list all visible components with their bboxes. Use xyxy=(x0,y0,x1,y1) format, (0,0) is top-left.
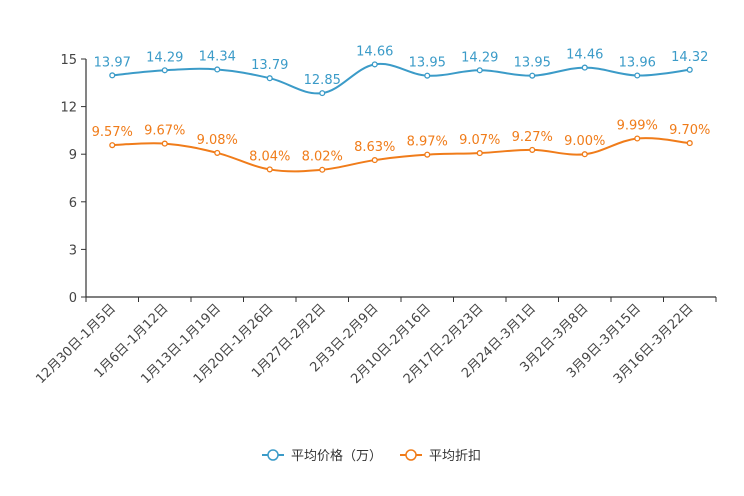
y-tick-label: 12 xyxy=(60,101,77,116)
series-line-0 xyxy=(112,62,690,95)
legend-item-0[interactable]: 平均价格（万） xyxy=(262,448,382,464)
data-point[interactable] xyxy=(634,135,641,142)
data-point[interactable] xyxy=(686,66,693,73)
data-point[interactable] xyxy=(109,142,116,149)
data-point[interactable] xyxy=(424,72,431,79)
data-point[interactable] xyxy=(476,150,483,157)
data-label: 9.07% xyxy=(459,133,500,148)
series-lines xyxy=(112,62,690,173)
y-tick-label: 15 xyxy=(60,53,77,68)
data-label: 14.66 xyxy=(356,44,393,59)
series-line-1 xyxy=(112,137,690,173)
data-point[interactable] xyxy=(371,61,378,68)
y-tick-label: 9 xyxy=(69,148,77,163)
data-point[interactable] xyxy=(581,151,588,158)
data-point[interactable] xyxy=(529,146,536,153)
data-label: 9.27% xyxy=(512,130,553,145)
data-label: 12.85 xyxy=(304,73,341,88)
data-point[interactable] xyxy=(476,67,483,74)
data-label: 9.57% xyxy=(92,125,133,140)
legend-item-1[interactable]: 平均折扣 xyxy=(400,449,481,464)
data-point[interactable] xyxy=(266,75,273,82)
data-label: 13.95 xyxy=(514,56,551,71)
data-point[interactable] xyxy=(266,166,273,173)
data-label: 13.96 xyxy=(619,56,656,71)
data-point[interactable] xyxy=(161,67,168,74)
data-point[interactable] xyxy=(581,64,588,71)
legend-swatch-marker xyxy=(405,449,417,461)
data-label: 9.99% xyxy=(617,118,658,133)
data-point[interactable] xyxy=(634,72,641,79)
data-label: 14.29 xyxy=(146,50,183,65)
data-label: 14.29 xyxy=(461,50,498,65)
data-label: 9.08% xyxy=(197,133,238,148)
data-point[interactable] xyxy=(529,72,536,79)
data-label: 14.32 xyxy=(671,50,708,65)
data-label: 8.63% xyxy=(354,140,395,155)
y-tick-label: 3 xyxy=(69,243,77,258)
data-label: 14.34 xyxy=(199,49,236,64)
data-label: 9.70% xyxy=(669,123,710,138)
data-label: 9.67% xyxy=(144,124,185,139)
data-labels: 13.97 14.29 14.34 13.79 12.85 14.66 13.95 14.29… xyxy=(92,44,711,164)
data-label: 13.97 xyxy=(94,55,131,70)
data-point[interactable] xyxy=(686,140,693,147)
data-label: 14.46 xyxy=(566,48,603,63)
data-label: 8.97% xyxy=(407,135,448,150)
data-point[interactable] xyxy=(424,151,431,158)
data-point[interactable] xyxy=(214,149,221,156)
series-points xyxy=(109,61,693,173)
data-point[interactable] xyxy=(161,140,168,147)
data-point[interactable] xyxy=(319,166,326,173)
y-tick-label: 0 xyxy=(69,291,77,306)
y-tick-label: 6 xyxy=(69,196,77,211)
data-label: 8.04% xyxy=(249,149,290,164)
data-point[interactable] xyxy=(214,66,221,73)
data-label: 13.95 xyxy=(409,56,446,71)
legend[interactable]: 平均价格（万） 平均折扣 xyxy=(262,448,481,464)
legend-label: 平均价格（万） xyxy=(291,448,382,464)
data-point[interactable] xyxy=(109,72,116,79)
legend-label: 平均折扣 xyxy=(429,449,481,464)
data-label: 9.00% xyxy=(564,134,605,149)
data-point[interactable] xyxy=(371,157,378,164)
data-label: 13.79 xyxy=(251,58,288,73)
data-label: 8.02% xyxy=(302,150,343,165)
axes: 0369121512月30日-1月5日1月6日-1月12日1月13日-1月19日… xyxy=(33,53,717,387)
data-point[interactable] xyxy=(319,90,326,97)
legend-swatch-marker xyxy=(267,449,279,461)
